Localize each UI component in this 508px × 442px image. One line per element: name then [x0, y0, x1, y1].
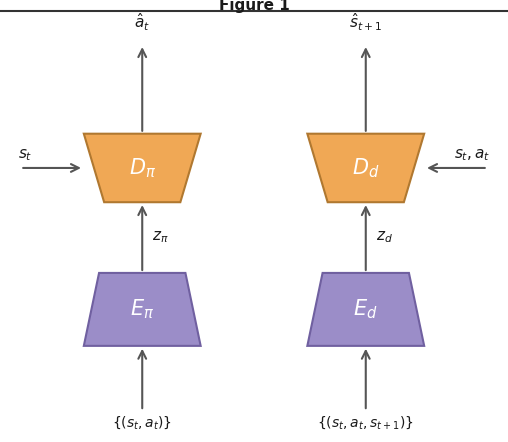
Text: $D_\pi$: $D_\pi$ — [129, 156, 156, 180]
Text: $\hat{s}_{t+1}$: $\hat{s}_{t+1}$ — [349, 11, 383, 33]
Polygon shape — [307, 133, 424, 202]
Text: $z_d$: $z_d$ — [376, 230, 393, 245]
Text: $s_t, a_t$: $s_t, a_t$ — [454, 147, 490, 163]
Text: Figure 1: Figure 1 — [218, 0, 290, 13]
Text: $\{(s_t, a_t)\}$: $\{(s_t, a_t)\}$ — [112, 415, 172, 431]
Text: $z_\pi$: $z_\pi$ — [152, 230, 169, 245]
Text: $D_d$: $D_d$ — [352, 156, 379, 180]
Text: $s_t$: $s_t$ — [18, 147, 32, 163]
Polygon shape — [84, 133, 201, 202]
Polygon shape — [84, 273, 201, 346]
Text: $\{(s_t, a_t, s_{t+1})\}$: $\{(s_t, a_t, s_{t+1})\}$ — [318, 415, 414, 431]
Text: $E_d$: $E_d$ — [354, 297, 378, 321]
Text: $\hat{a}_t$: $\hat{a}_t$ — [134, 11, 150, 33]
Text: $E_\pi$: $E_\pi$ — [130, 297, 154, 321]
Polygon shape — [307, 273, 424, 346]
